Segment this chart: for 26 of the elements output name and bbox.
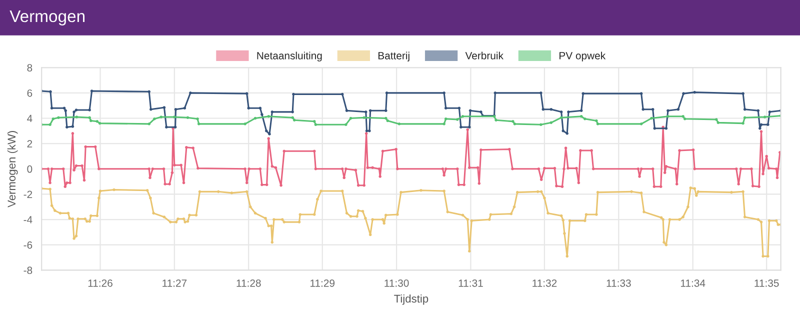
y-tick-label: -2 [24,190,32,198]
y-tick-label: 4 [27,114,32,122]
x-tick-label: 11:31 [458,279,483,287]
x-tick-label: 11:30 [384,279,409,287]
x-tick-label: 11:27 [162,279,187,287]
x-tick-label: 11:32 [532,279,557,287]
y-tick-label: 6 [27,89,32,97]
legend-label: Batterij [378,52,410,62]
x-tick-label: 11:35 [754,279,779,287]
y-tick-label: 8 [27,64,32,72]
y-axis-title: Vermogen (kW) [7,130,18,208]
x-tick-label: 11:33 [606,279,631,287]
legend-label: Verbruik [465,52,504,60]
y-tick-label: 0 [27,165,32,173]
y-tick-label: 2 [27,140,32,148]
chart-title: Vermogen [10,10,84,26]
x-tick-label: 11:26 [88,279,112,287]
x-tick-label: 11:29 [310,279,335,287]
x-tick-label: 11:28 [236,279,261,287]
legend-label: PV opwek [560,52,606,62]
y-tick-label: -6 [24,241,32,249]
y-tick-label: -8 [24,266,32,274]
y-tick-label: -4 [24,216,32,224]
legend-label: Netaansluiting [257,52,322,62]
x-tick-label: 11:34 [680,279,706,287]
x-axis-title: Tijdstip [394,294,428,305]
